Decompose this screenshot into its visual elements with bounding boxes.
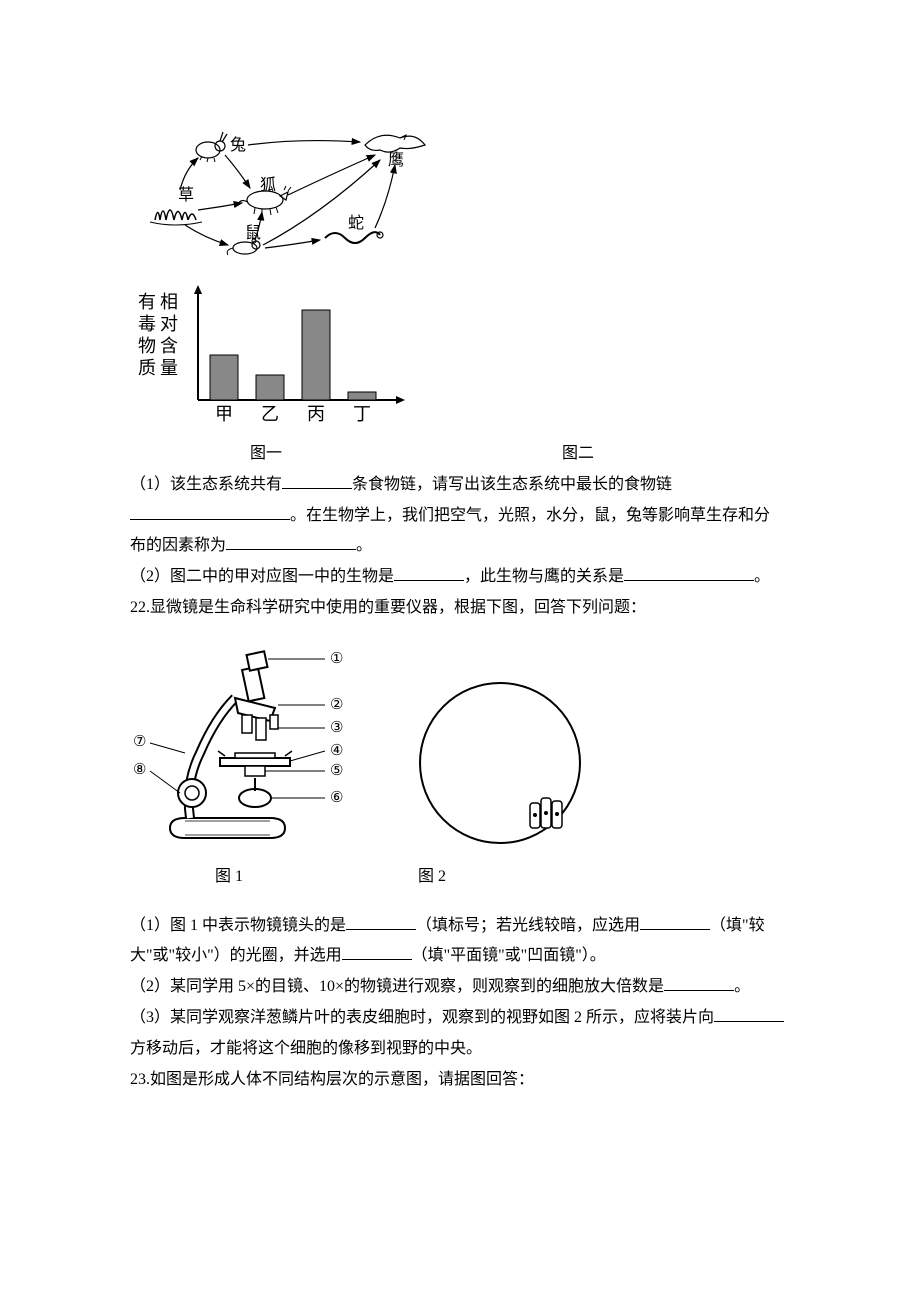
- q22-l2a: 大"或"较小"）的光圈，并选用: [130, 947, 342, 964]
- blank: [394, 565, 464, 581]
- blank: [624, 565, 754, 581]
- q21-line2: 。在生物学上，我们把空气，光照，水分，鼠，兔等影响草生存和分: [130, 502, 790, 531]
- grass-icon: [150, 210, 202, 225]
- fig1-label: 图 1: [215, 863, 243, 892]
- arrow-grass-rabbit: [180, 158, 198, 190]
- q21-line2-post: 。在生物学上，我们把空气，光照，水分，鼠，兔等影响草生存和分: [290, 507, 770, 524]
- cells-icon: [530, 798, 562, 828]
- caption-fig2: 图二: [562, 440, 594, 469]
- svg-text:质: 质: [138, 358, 156, 378]
- label-3: ③: [330, 720, 343, 736]
- q21-line4: （2）图二中的甲对应图一中的生物是 ，此生物与鹰的关系是 。: [130, 563, 790, 592]
- q21-line4-post: 。: [754, 568, 770, 585]
- q21-line3: 布的因素称为 。: [130, 532, 790, 561]
- q22-line2: 大"或"较小"）的光圈，并选用 （填"平面镜"或"凹面镜"）。: [130, 942, 790, 971]
- svg-text:对: 对: [160, 314, 178, 334]
- blank: [282, 473, 352, 489]
- foodweb-svg: 草 兔 鹰 狐 鼠: [130, 120, 450, 270]
- arrow-mouse-snake: [265, 240, 320, 248]
- q22-l3a: （2）某同学用 5×的目镜、10×的物镜进行观察，则观察到的细胞放大倍数是: [130, 978, 664, 995]
- q21-line1-pre: （1）该生态系统共有: [130, 476, 282, 493]
- svg-text:毒: 毒: [138, 314, 156, 334]
- blank: [640, 914, 710, 930]
- svg-text:有: 有: [138, 292, 156, 312]
- q22-intro: 22.显微镜是生命科学研究中使用的重要仪器，根据下图，回答下列问题：: [130, 594, 790, 623]
- q22-l2b: （填"平面镜"或"凹面镜"）。: [412, 947, 606, 964]
- q22-l3b: 。: [734, 978, 750, 995]
- fov-svg: [410, 673, 590, 853]
- blank: [346, 914, 416, 930]
- snake-icon: [325, 232, 383, 243]
- label-6: ⑥: [330, 790, 343, 806]
- q22-l1c: （填"较: [710, 917, 765, 934]
- label-8: ⑧: [133, 762, 146, 778]
- blank: [342, 944, 412, 960]
- arrow-fox-hawk: [288, 155, 375, 195]
- foodweb-figure: 草 兔 鹰 狐 鼠: [130, 120, 790, 270]
- svg-text:物: 物: [138, 336, 156, 356]
- q21-line4-mid: ，此生物与鹰的关系是: [464, 568, 624, 585]
- barchart-svg: 有毒物质 相对含量甲 乙 丙 丁: [130, 280, 410, 430]
- blank: [226, 534, 356, 550]
- q21-line1-post: 条食物链，请写出该生态系统中最长的食物链: [352, 476, 672, 493]
- snake-label: 蛇: [348, 214, 364, 232]
- svg-text:乙: 乙: [261, 404, 279, 424]
- svg-text:量: 量: [160, 358, 178, 378]
- q22-line5: 方移动后，才能将这个细胞的像移到视野的中央。: [130, 1035, 790, 1064]
- caption-fig1: 图一: [250, 440, 282, 469]
- rabbit-icon: [196, 132, 227, 162]
- blank: [714, 1006, 784, 1022]
- fig2-label: 图 2: [418, 863, 446, 892]
- q22-l1a: （1）图 1 中表示物镜镜头的是: [130, 917, 346, 934]
- q21-line4-pre: （2）图二中的甲对应图一中的生物是: [130, 568, 394, 585]
- svg-text:丁: 丁: [353, 404, 371, 424]
- label-7: ⑦: [133, 734, 146, 750]
- svg-text:相: 相: [160, 292, 178, 312]
- q21-line1: （1）该生态系统共有 条食物链，请写出该生态系统中最长的食物链: [130, 471, 790, 500]
- blank: [130, 504, 290, 520]
- svg-text:甲: 甲: [215, 404, 233, 424]
- label-2: ②: [330, 697, 343, 713]
- q21-line3-post: 。: [356, 537, 372, 554]
- barchart-figure: 有毒物质 相对含量甲 乙 丙 丁: [130, 280, 790, 430]
- blank: [664, 975, 734, 991]
- q22-l4a: （3）某同学观察洋葱鳞片叶的表皮细胞时，观察到的视野如图 2 所示，应将装片向: [130, 1009, 714, 1026]
- hawk-label: 鹰: [388, 151, 404, 169]
- label-5: ⑤: [330, 763, 343, 779]
- hawk-icon: [365, 135, 425, 152]
- q23-intro: 23.如图是形成人体不同结构层次的示意图，请据图回答：: [130, 1066, 790, 1095]
- label-1: ①: [330, 651, 343, 667]
- label-4: ④: [330, 743, 343, 759]
- fox-label: 狐: [260, 176, 276, 194]
- microscope-row: ① ② ③ ④ ⑤ ⑥ ⑦ ⑧: [130, 643, 790, 853]
- q22-line1: （1）图 1 中表示物镜镜头的是 （填标号；若光线较暗，应选用 （填"较: [130, 912, 790, 941]
- microscope-svg: ① ② ③ ④ ⑤ ⑥ ⑦ ⑧: [130, 643, 350, 853]
- arrow-mouse-hawk: [263, 160, 380, 245]
- arrow-grass-mouse: [185, 225, 228, 245]
- arrow-rabbit-fox: [225, 155, 250, 188]
- svg-text:丙: 丙: [307, 404, 325, 424]
- svg-text:含: 含: [160, 336, 178, 356]
- arrow-snake-hawk: [375, 165, 395, 228]
- rabbit-label: 兔: [230, 136, 246, 154]
- arrow-rabbit-hawk: [248, 141, 360, 145]
- caption-row-1: 图一 图二: [130, 440, 790, 469]
- q22-line4: （3）某同学观察洋葱鳞片叶的表皮细胞时，观察到的视野如图 2 所示，应将装片向: [130, 1004, 790, 1033]
- arrow-grass-fox: [198, 203, 242, 210]
- q22-line3: （2）某同学用 5×的目镜、10×的物镜进行观察，则观察到的细胞放大倍数是 。: [130, 973, 790, 1002]
- q22-l1b: （填标号；若光线较暗，应选用: [416, 917, 640, 934]
- q21-line3-pre: 布的因素称为: [130, 537, 226, 554]
- fig-label-row: 图 1 图 2: [130, 863, 790, 892]
